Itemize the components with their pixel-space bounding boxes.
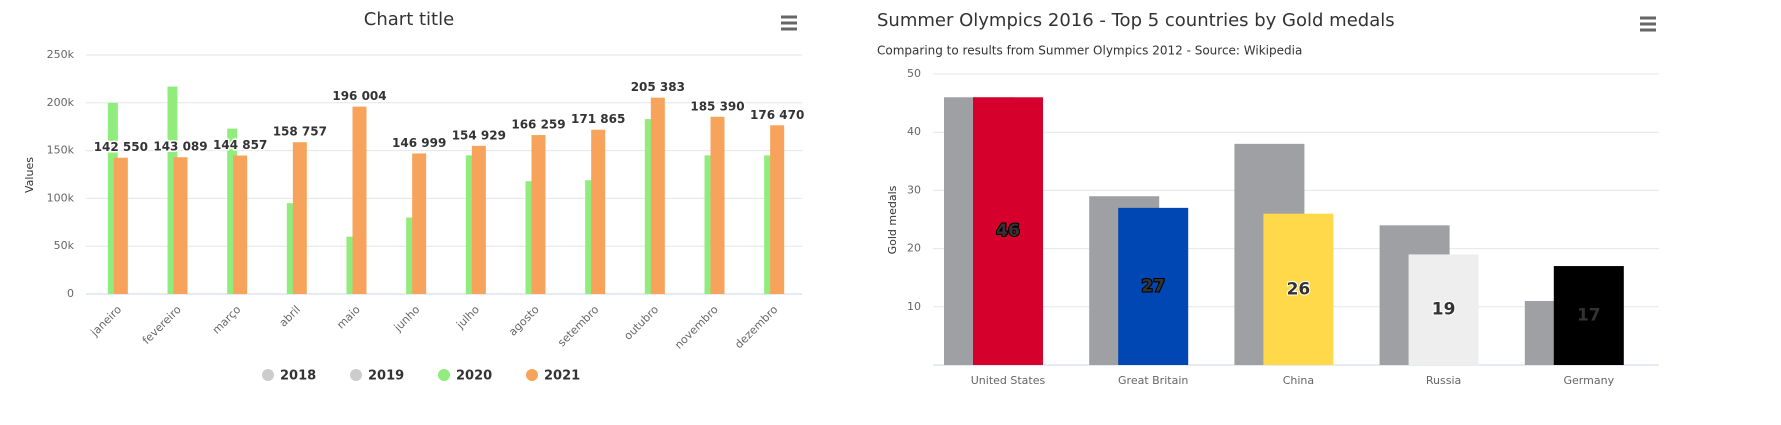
y-axis-label: Values — [23, 157, 36, 193]
x-tick-label: junho — [391, 303, 423, 335]
data-label: 154 929 — [452, 128, 506, 142]
y-tick-label: 10 — [907, 300, 921, 313]
bar — [167, 86, 178, 294]
y-tick-label: 150k — [47, 144, 75, 157]
y-tick-label: 100k — [47, 191, 75, 204]
bar — [1263, 213, 1334, 365]
y-tick-label: 200k — [47, 96, 75, 109]
y-tick-label: 20 — [907, 242, 921, 255]
x-tick-label: abril — [277, 303, 303, 329]
y-tick-label: 50k — [54, 239, 75, 252]
chart-title: Summer Olympics 2016 - Top 5 countries b… — [877, 10, 1395, 31]
x-tick-label: março — [210, 303, 244, 337]
legend-label[interactable]: 2018 — [280, 369, 316, 384]
data-label: 196 004 — [332, 89, 386, 103]
x-tick-label: Germany — [1564, 374, 1615, 387]
data-label: 143 089 — [153, 140, 207, 154]
y-tick-label: 0 — [67, 287, 74, 300]
bar — [465, 155, 476, 294]
bar — [1408, 254, 1479, 365]
data-label: 176 470 — [750, 108, 804, 122]
bar — [227, 128, 238, 294]
bar — [531, 135, 546, 294]
bar — [704, 155, 715, 294]
data-label: 185 390 — [690, 99, 744, 113]
bar — [585, 180, 596, 294]
bar — [286, 203, 297, 294]
data-label: 26 — [1287, 279, 1311, 299]
x-tick-label: fevereiro — [140, 303, 184, 347]
bar — [710, 116, 725, 295]
bar — [1118, 207, 1189, 365]
x-tick-label: Russia — [1426, 374, 1461, 387]
x-tick-label: setembro — [555, 303, 601, 349]
bar — [591, 129, 606, 294]
x-tick-label: maio — [334, 303, 363, 332]
bar — [173, 157, 188, 294]
data-label: 142 550 — [94, 140, 148, 154]
bar — [1553, 266, 1624, 365]
legend-label[interactable]: 2021 — [544, 369, 580, 384]
bar — [650, 97, 665, 294]
y-tick-label: 50 — [907, 67, 921, 80]
menu-icon[interactable] — [1640, 16, 1656, 32]
legend-marker — [262, 369, 274, 381]
chart-subtitle: Comparing to results from Summer Olympic… — [877, 44, 1302, 58]
bar — [107, 102, 118, 294]
data-label: 27 — [1141, 276, 1165, 296]
legend-marker — [526, 369, 538, 381]
data-label: 166 259 — [511, 118, 565, 132]
data-label: 205 383 — [631, 80, 685, 94]
legend-marker — [438, 369, 450, 381]
x-tick-label: dezembro — [732, 303, 780, 351]
data-label: 171 865 — [571, 112, 625, 126]
x-tick-label: julho — [453, 303, 482, 332]
bar — [406, 217, 417, 294]
x-tick-label: novembro — [672, 303, 721, 352]
bar — [471, 145, 486, 294]
bar — [412, 153, 427, 294]
bar — [644, 119, 655, 294]
chart-title: Chart title — [364, 9, 454, 30]
x-tick-label: outubro — [621, 303, 661, 343]
data-label: 158 757 — [273, 125, 327, 139]
bar — [113, 157, 128, 294]
x-tick-label: janeiro — [88, 303, 125, 340]
bar — [973, 97, 1043, 365]
bar — [352, 106, 367, 294]
legend-label[interactable]: 2019 — [368, 369, 404, 384]
x-tick-label: China — [1283, 374, 1314, 387]
y-axis-label: Gold medals — [886, 185, 899, 254]
legend-label[interactable]: 2020 — [456, 369, 492, 384]
x-tick-label: United States — [971, 374, 1046, 387]
bar — [346, 236, 357, 294]
x-tick-label: agosto — [506, 303, 542, 339]
menu-icon[interactable] — [781, 15, 797, 31]
bar — [770, 125, 785, 294]
y-tick-label: 250k — [47, 48, 75, 61]
bar — [764, 155, 775, 294]
data-label: 146 999 — [392, 136, 446, 150]
y-tick-label: 30 — [907, 183, 921, 196]
data-label: 144 857 — [213, 138, 267, 152]
bar — [233, 155, 248, 294]
x-tick-label: Great Britain — [1118, 374, 1188, 387]
data-label: 19 — [1432, 300, 1456, 320]
bar — [525, 181, 536, 294]
data-label: 17 — [1577, 306, 1601, 326]
legend-marker — [350, 369, 362, 381]
data-label: 46 — [996, 221, 1020, 241]
y-tick-label: 40 — [907, 125, 921, 138]
bar — [292, 142, 307, 294]
